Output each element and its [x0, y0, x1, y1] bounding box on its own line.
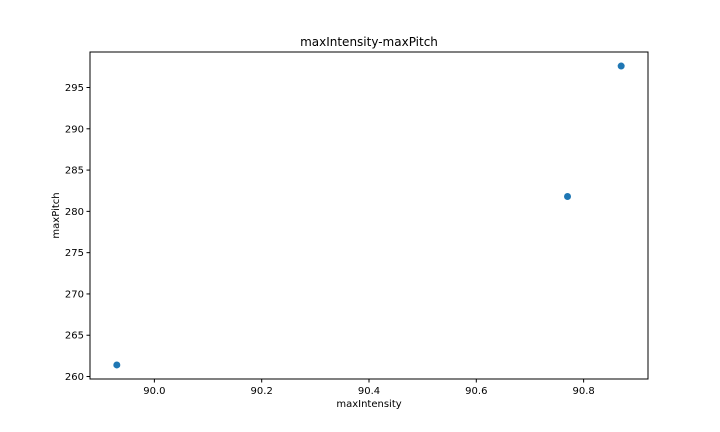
y-tick-label: 260	[65, 372, 84, 383]
y-tick-label: 265	[65, 331, 84, 342]
x-axis: 90.0 90.2 90.4 90.6 90.8	[143, 379, 595, 397]
x-tick-label: 90.0	[143, 386, 165, 397]
y-tick-label: 295	[65, 83, 84, 94]
y-tick-label: 270	[65, 289, 84, 300]
x-axis-label: maxIntensity	[336, 399, 401, 410]
x-tick-label: 90.8	[572, 386, 594, 397]
plot-area	[89, 51, 649, 380]
y-tick-label: 280	[65, 207, 84, 218]
y-tick-label: 275	[65, 248, 84, 259]
chart-title: maxIntensity-maxPitch	[300, 35, 438, 49]
y-tick-label: 285	[65, 166, 84, 177]
x-tick-label: 90.4	[358, 386, 380, 397]
data-point	[564, 193, 572, 201]
y-tick-label: 290	[65, 124, 84, 135]
plot-frame	[89, 51, 649, 380]
x-tick-label: 90.6	[465, 386, 487, 397]
y-axis-label: maxPitch	[51, 192, 62, 238]
x-tick-label: 90.2	[251, 386, 273, 397]
data-points	[113, 62, 625, 369]
data-point	[617, 62, 625, 70]
y-axis: 260 265 270 275 280 285 290 295	[65, 83, 90, 383]
data-point	[113, 361, 121, 369]
